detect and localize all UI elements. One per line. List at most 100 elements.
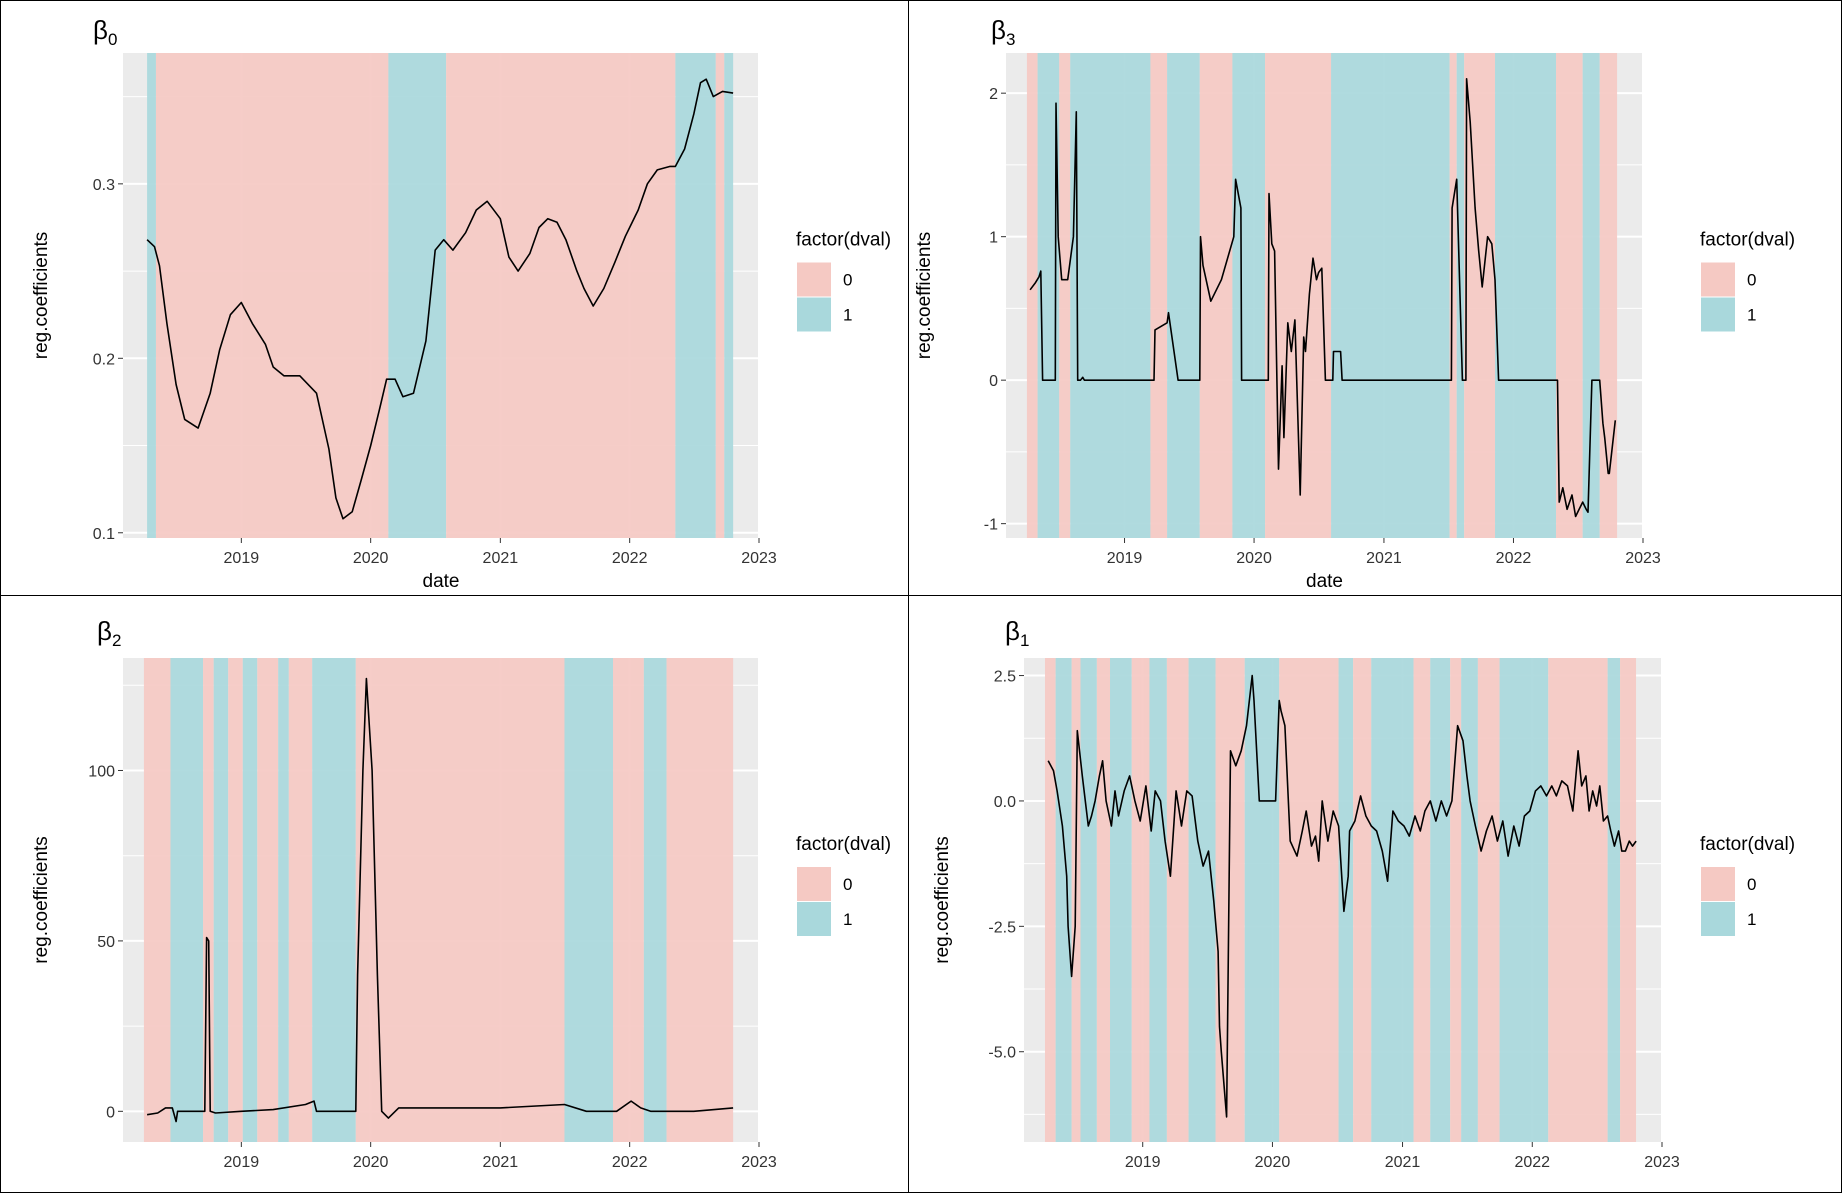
c0-band-5 bbox=[715, 53, 725, 538]
c3-xtick-label-4: 2023 bbox=[1644, 1154, 1680, 1171]
c2-ytick-label-1: 50 bbox=[97, 934, 115, 951]
c2-band-13 bbox=[643, 658, 667, 1142]
c2-legend-label-0: 0 bbox=[843, 875, 852, 894]
c2-band-6 bbox=[257, 658, 279, 1142]
c2-band-14 bbox=[666, 658, 734, 1142]
c1-ytick-label-0: -1 bbox=[984, 517, 998, 534]
c0-xtick-label-1: 2020 bbox=[353, 550, 389, 567]
c0-legend-title: factor(dval) bbox=[796, 230, 891, 251]
c1-band-7 bbox=[1232, 53, 1266, 538]
c2-band-11 bbox=[564, 658, 614, 1142]
c1-band-9 bbox=[1331, 53, 1450, 538]
c3-band-23 bbox=[1607, 658, 1621, 1142]
c0-xlabel: date bbox=[423, 571, 460, 592]
c1-xtick-label-4: 2023 bbox=[1625, 550, 1661, 567]
c3-xtick-label-2: 2021 bbox=[1385, 1154, 1421, 1171]
c3-legend-key-0 bbox=[1701, 867, 1735, 901]
c0-xtick-label-2: 2021 bbox=[483, 550, 519, 567]
c0-band-0 bbox=[147, 53, 156, 538]
c1-xlabel: date bbox=[1306, 571, 1343, 592]
c3-band-21 bbox=[1499, 658, 1549, 1142]
c0-ytick-label-1: 0.2 bbox=[93, 351, 115, 368]
c3-legend-label-1: 1 bbox=[1747, 910, 1756, 929]
c3-xtick-label-0: 2019 bbox=[1125, 1154, 1161, 1171]
c2-band-7 bbox=[278, 658, 289, 1142]
c1-xtick-label-1: 2020 bbox=[1236, 550, 1272, 567]
c2-ylabel: reg.coefficients bbox=[31, 836, 52, 963]
c1-band-6 bbox=[1199, 53, 1233, 538]
c2-xtick-label-0: 2019 bbox=[224, 1154, 260, 1171]
panel-beta0: β0 0.1 0.2 0.3 2019 2020 2021 2022 2023 reg.coeff… bbox=[0, 0, 910, 597]
c3-legend-title: factor(dval) bbox=[1700, 834, 1795, 855]
c3-ytick-label-2: 0.0 bbox=[994, 794, 1016, 811]
c0-xtick-label-0: 2019 bbox=[224, 550, 260, 567]
chart-beta2: β2 0 50 100 2019 2020 2021 2022 2023 reg.coeffici… bbox=[31, 616, 891, 1171]
c3-band-11 bbox=[1244, 658, 1280, 1142]
c3-band-10 bbox=[1215, 658, 1245, 1142]
c1-legend-label-0: 0 bbox=[1747, 271, 1756, 290]
c3-band-16 bbox=[1413, 658, 1431, 1142]
c0-band-6 bbox=[724, 53, 734, 538]
c3-legend-key-1 bbox=[1701, 902, 1735, 936]
c3-ytick-label-0: -5.0 bbox=[988, 1045, 1016, 1062]
c1-ylabel: reg.coefficients bbox=[914, 232, 935, 359]
c3-band-19 bbox=[1461, 658, 1478, 1142]
c2-ytick-label-0: 0 bbox=[106, 1104, 115, 1121]
c1-xtick-label-3: 2022 bbox=[1496, 550, 1532, 567]
c0-band-4 bbox=[675, 53, 716, 538]
c3-band-5 bbox=[1110, 658, 1132, 1142]
chart-beta1: β1 -5.0 -2.5 0.0 2.5 2019 2020 2021 2022 2023 reg.… bbox=[932, 616, 1795, 1171]
c3-band-0 bbox=[1044, 658, 1056, 1142]
c1-band-15 bbox=[1582, 53, 1600, 538]
chart-beta3: β3 -1 0 1 2 2019 2020 2021 2022 2023 reg.coefficie… bbox=[914, 15, 1795, 592]
c0-series-line bbox=[146, 78, 734, 520]
c1-band-16 bbox=[1599, 53, 1618, 538]
c1-legend-key-0 bbox=[1701, 262, 1735, 297]
c0-legend-key-0 bbox=[797, 262, 831, 297]
c2-xtick-label-3: 2022 bbox=[612, 1154, 648, 1171]
c3-band-17 bbox=[1430, 658, 1451, 1142]
c1-ytick-label-2: 1 bbox=[989, 230, 998, 247]
c0-title: β0 bbox=[93, 15, 117, 49]
c3-band-12 bbox=[1279, 658, 1339, 1142]
c3-band-20 bbox=[1477, 658, 1500, 1142]
c1-band-12 bbox=[1464, 53, 1496, 538]
c2-legend-label-1: 1 bbox=[843, 910, 852, 929]
c2-xtick-label-2: 2021 bbox=[483, 1154, 519, 1171]
c3-band-9 bbox=[1188, 658, 1216, 1142]
c2-legend-key-1 bbox=[797, 902, 831, 936]
c3-ylabel: reg.coefficients bbox=[932, 836, 953, 963]
c2-band-0 bbox=[143, 658, 171, 1142]
c0-ytick-label-0: 0.1 bbox=[93, 526, 115, 543]
c3-band-6 bbox=[1131, 658, 1150, 1142]
c3-band-18 bbox=[1450, 658, 1462, 1142]
c3-legend-label-0: 0 bbox=[1747, 875, 1756, 894]
c1-xtick-label-0: 2019 bbox=[1107, 550, 1143, 567]
panel-beta3: β3 -1 0 1 2 2019 2020 2021 2022 2023 reg.coefficie… bbox=[908, 0, 1842, 597]
c2-legend-key-0 bbox=[797, 867, 831, 901]
c0-legend-label-1: 1 bbox=[843, 306, 852, 325]
c2-band-5 bbox=[242, 658, 258, 1142]
c3-band-4 bbox=[1096, 658, 1111, 1142]
c0-ylabel: reg.coefficients bbox=[31, 232, 52, 359]
c1-legend-key-1 bbox=[1701, 297, 1735, 332]
c2-band-10 bbox=[355, 658, 565, 1142]
c2-band-2 bbox=[203, 658, 214, 1142]
c1-band-5 bbox=[1167, 53, 1200, 538]
c2-title: β2 bbox=[97, 616, 121, 650]
c3-xtick-label-1: 2020 bbox=[1255, 1154, 1291, 1171]
c3-ytick-label-3: 2.5 bbox=[994, 669, 1016, 686]
c0-legend-key-1 bbox=[797, 297, 831, 332]
c2-band-12 bbox=[613, 658, 644, 1142]
c0-xtick-label-4: 2023 bbox=[741, 550, 777, 567]
c1-band-4 bbox=[1150, 53, 1168, 538]
c3-band-3 bbox=[1080, 658, 1097, 1142]
c1-ytick-label-1: 0 bbox=[989, 373, 998, 390]
c2-xtick-label-4: 2023 bbox=[741, 1154, 777, 1171]
c3-band-24 bbox=[1620, 658, 1637, 1142]
c0-ytick-label-2: 0.3 bbox=[93, 177, 115, 194]
c1-band-1 bbox=[1037, 53, 1060, 538]
c3-band-15 bbox=[1371, 658, 1414, 1142]
c3-ytick-label-1: -2.5 bbox=[988, 919, 1016, 936]
